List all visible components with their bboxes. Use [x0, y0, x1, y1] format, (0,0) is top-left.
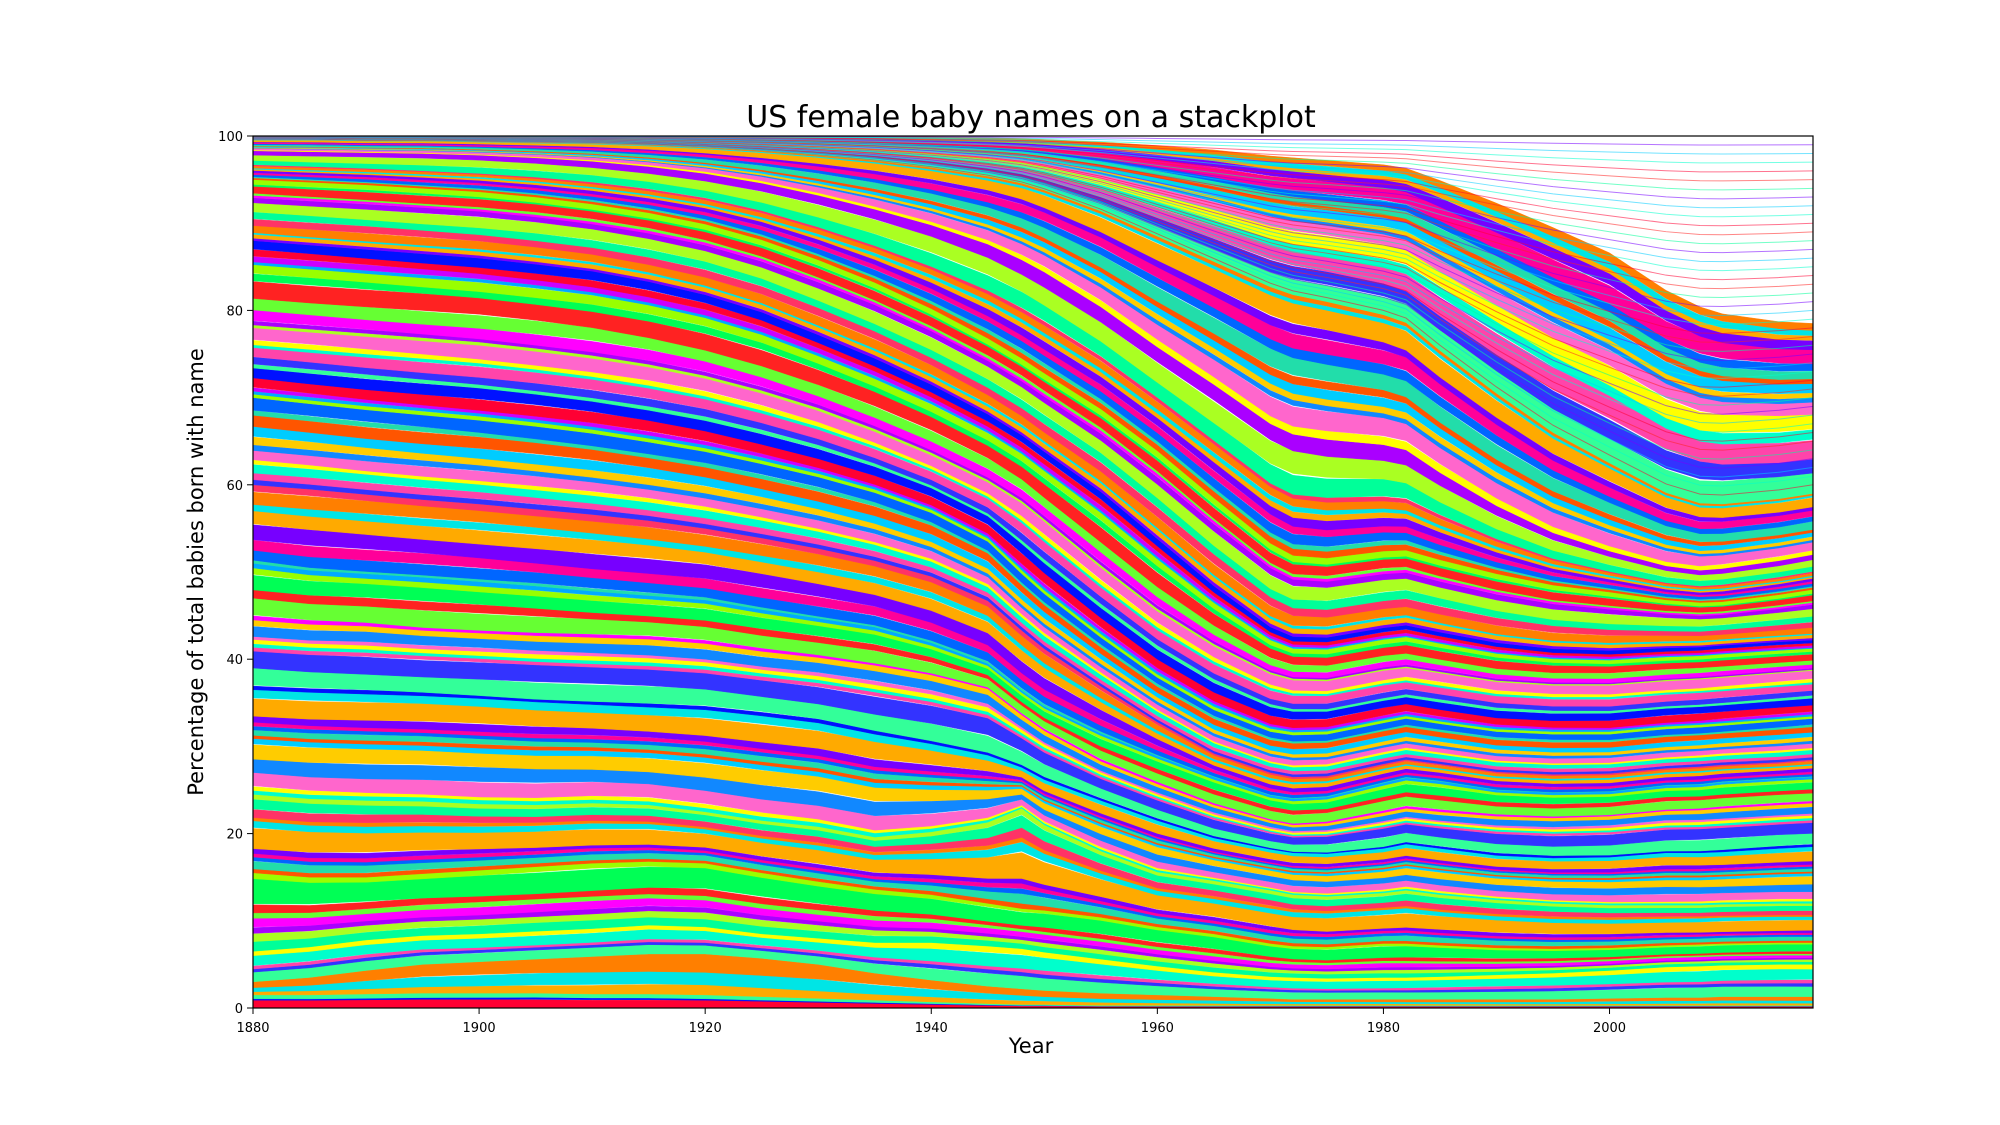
x-tick-label: 1960	[1141, 1021, 1174, 1036]
y-tick-label: 40	[226, 653, 243, 668]
x-tick-label: 1980	[1367, 1021, 1400, 1036]
stack-layers	[252, 135, 1814, 1009]
chart-title: US female baby names on a stackplot	[746, 100, 1316, 135]
x-axis-ticks: 1880 1900 1920 1940 1960 1980 2000	[236, 1008, 1626, 1036]
y-axis-ticks: 0 20 40 60 80 100	[218, 130, 253, 1017]
x-tick-label: 1920	[689, 1021, 722, 1036]
x-tick-label: 1880	[236, 1021, 269, 1036]
y-tick-label: 100	[218, 130, 243, 145]
y-tick-label: 60	[226, 479, 243, 494]
x-tick-label: 1900	[463, 1021, 496, 1036]
plot-frame	[252, 135, 1814, 1009]
y-tick-label: 20	[226, 828, 243, 843]
y-axis-label: Percentage of total babies born with nam…	[184, 348, 208, 796]
y-tick-label: 80	[226, 304, 243, 319]
x-tick-label: 2000	[1593, 1021, 1626, 1036]
y-tick-label: 0	[235, 1002, 243, 1017]
x-tick-label: 1940	[915, 1021, 948, 1036]
x-axis-label: Year	[1008, 1034, 1054, 1058]
